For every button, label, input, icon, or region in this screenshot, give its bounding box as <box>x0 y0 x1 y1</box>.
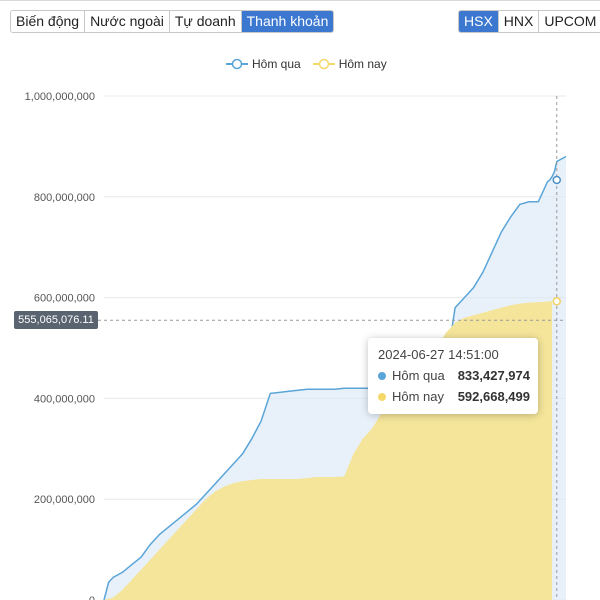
tab-tu-doanh[interactable]: Tự doanh <box>168 11 241 32</box>
hover-point-yesterday <box>552 175 562 185</box>
legend-yesterday-label: Hôm qua <box>252 57 301 71</box>
y-tick-label: 0 <box>89 595 95 600</box>
y-axis: 1,000,000,000 800,000,000 600,000,000 400,0… <box>25 91 95 600</box>
left-tab-group: Biến động Nước ngoài Tự doanh Thanh khoả… <box>10 10 335 33</box>
tab-upcom[interactable]: UPCOM <box>538 11 600 32</box>
legend-item-today[interactable]: Hôm nay <box>312 57 387 71</box>
legend-today-icon <box>312 58 335 70</box>
tooltip-time: 2024-06-27 14:51:00 <box>378 347 499 362</box>
exchange-tab-group: HSX HNX UPCOM <box>458 10 600 33</box>
legend-today-label: Hôm nay <box>338 57 387 71</box>
tab-hnx[interactable]: HNX <box>497 11 539 32</box>
top-border <box>0 0 600 1</box>
hover-point-today <box>552 297 562 306</box>
y-tick-label: 800,000,000 <box>34 192 95 204</box>
y-tick-label: 600,000,000 <box>34 293 95 305</box>
chart-legend: Hôm qua Hôm nay <box>226 57 399 71</box>
tooltip-today-value: 592,668,499 <box>457 389 530 404</box>
tab-thanh-khoan[interactable]: Thanh khoản <box>240 11 334 32</box>
tooltip-yesterday-label: Hôm qua <box>392 368 445 383</box>
tooltip-today-label: Hôm nay <box>392 389 445 404</box>
tooltip: 2024-06-27 14:51:00 Hôm qua 833,427,974 … <box>368 338 538 414</box>
tab-hsx[interactable]: HSX <box>459 11 498 32</box>
tooltip-row-today: Hôm nay 592,668,499 <box>378 389 530 404</box>
series-line-yesterday <box>103 155 567 600</box>
tooltip-today-dot <box>378 392 386 401</box>
y-tick-label: 200,000,000 <box>34 494 95 506</box>
y-tick-label: 400,000,000 <box>34 393 95 405</box>
tooltip-row-yesterday: Hôm qua 833,427,974 <box>378 368 530 383</box>
legend-yesterday-icon <box>226 58 248 70</box>
tab-bien-dong[interactable]: Biến động <box>11 11 85 32</box>
tooltip-yesterday-value: 833,427,974 <box>457 368 530 383</box>
legend-item-yesterday[interactable]: Hôm qua <box>226 57 301 71</box>
y-tick-label: 1,000,000,000 <box>25 91 95 103</box>
crosshair <box>98 96 566 600</box>
crosshair-value-label: 555,065,076.11 <box>14 311 98 329</box>
tooltip-yesterday-dot <box>378 371 386 380</box>
tab-nuoc-ngoai[interactable]: Nước ngoài <box>84 11 169 32</box>
